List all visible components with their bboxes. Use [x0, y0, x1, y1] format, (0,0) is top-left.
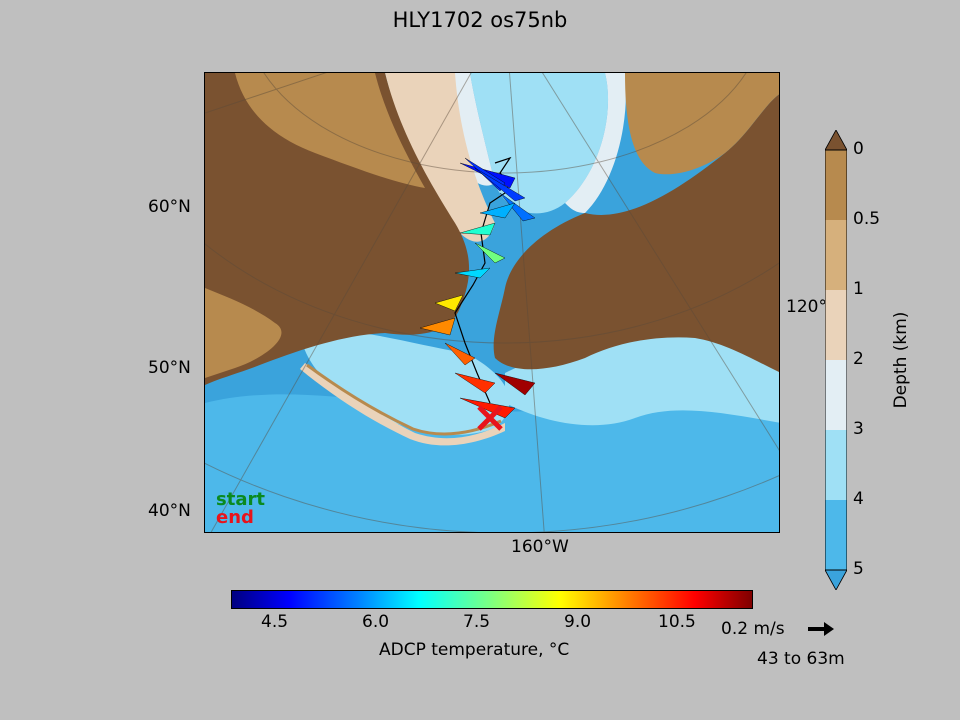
- aleutian-arc: [306, 363, 502, 436]
- end-marker: [477, 405, 503, 431]
- vector-key-arrow: [808, 622, 834, 636]
- temp-tick-9-0: 9.0: [564, 612, 592, 632]
- depth-tick-4: 4: [853, 489, 864, 509]
- map-panel: [204, 72, 780, 533]
- depth-tick-0-5: 0.5: [853, 209, 881, 229]
- alaska-land: [493, 94, 779, 373]
- figure-title: HLY1702 os75nb: [392, 8, 568, 32]
- lon-label-160w: 160°W: [511, 537, 569, 557]
- temp-tick-7-5: 7.5: [463, 612, 491, 632]
- canada-arctic: [625, 73, 779, 175]
- arctic-slope-east: [565, 73, 626, 213]
- legend-start: start: [216, 489, 265, 510]
- vector-key-depth: 43 to 63m: [757, 649, 845, 669]
- lat-label-60: 60°N: [148, 197, 191, 217]
- temperature-colorbar: [231, 590, 753, 609]
- velocity-vectors: [419, 157, 536, 419]
- graticule: [205, 73, 779, 532]
- temp-tick-6-0: 6.0: [362, 612, 390, 632]
- temp-tick-10-5: 10.5: [658, 612, 696, 632]
- depth-tick-0: 0: [853, 139, 864, 159]
- lat-label-40: 40°N: [148, 501, 191, 521]
- depth-tick-3: 3: [853, 419, 864, 439]
- siberia-highland: [235, 73, 425, 188]
- depth-tick-1: 1: [853, 279, 864, 299]
- arctic-shelf: [385, 73, 495, 242]
- kamchatka-coast: [205, 288, 282, 378]
- aleutian-shelf: [300, 363, 505, 446]
- depth-colorbar: [825, 130, 847, 590]
- temperature-colorbar-label: ADCP temperature, °C: [379, 640, 570, 660]
- lat-label-50: 50°N: [148, 358, 191, 378]
- vector-key-label: 0.2 m/s: [721, 619, 785, 639]
- legend-end: end: [216, 507, 254, 528]
- depth-colorbar-label: Depth (km): [891, 311, 911, 409]
- map-canvas: [205, 73, 779, 532]
- temp-tick-4-5: 4.5: [261, 612, 289, 632]
- depth-tick-5: 5: [853, 559, 864, 579]
- depth-tick-2: 2: [853, 349, 864, 369]
